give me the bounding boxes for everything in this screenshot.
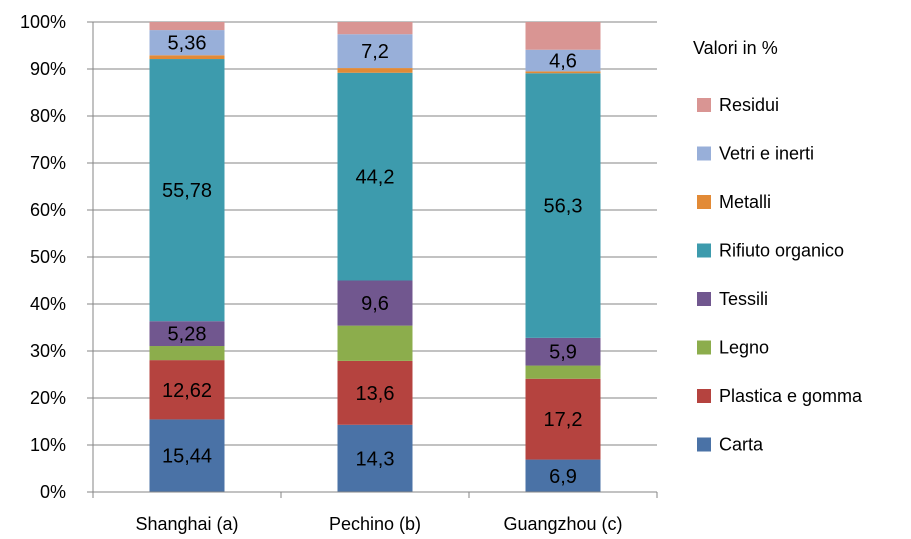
data-label: 44,2 (356, 167, 395, 189)
legend-label: Legno (719, 338, 769, 358)
bar-segment (337, 34, 413, 69)
bar-segment (525, 459, 601, 492)
legend-swatch (697, 389, 711, 403)
data-label: 15,44 (162, 446, 212, 468)
y-tick-label: 70% (30, 153, 66, 173)
bar-segment (337, 68, 413, 73)
data-label: 13,6 (356, 383, 395, 405)
legend-swatch (697, 146, 711, 161)
data-label: 5,36 (168, 33, 207, 55)
data-label: 17,2 (544, 409, 583, 431)
data-label: 7,2 (361, 41, 389, 63)
bar-segment (149, 419, 225, 492)
legend-label: Residui (719, 95, 779, 115)
y-tick-label: 30% (30, 341, 66, 361)
bar-segment (337, 360, 413, 425)
bar-segment (337, 280, 413, 326)
y-tick-label: 60% (30, 200, 66, 220)
y-tick-label: 20% (30, 388, 66, 408)
x-tick-label: Pechino (b) (329, 514, 421, 534)
legend-label: Plastica e gomma (719, 386, 863, 406)
y-tick-label: 0% (40, 482, 66, 502)
legend-swatch (697, 243, 711, 258)
y-tick-label: 40% (30, 294, 66, 314)
y-tick-label: 10% (30, 435, 66, 455)
bar-segment (149, 346, 225, 361)
legend: Valori in % Residui Vetri e inerti Metalli… (693, 38, 863, 455)
bar-segment (337, 325, 413, 361)
bar-segment (149, 59, 225, 322)
data-label: 5,9 (549, 342, 577, 364)
data-label: 5,28 (168, 324, 207, 346)
data-label: 9,6 (361, 293, 389, 315)
legend-swatch (697, 195, 711, 209)
data-label: 6,9 (549, 466, 577, 488)
data-label: 55,78 (162, 180, 212, 202)
bar-segment (149, 55, 225, 60)
y-tick-label: 100% (20, 12, 66, 32)
bar-segment (525, 22, 601, 50)
legend-swatch (697, 437, 711, 452)
legend-label: Rifiuto organico (719, 241, 844, 261)
legend-swatch (697, 98, 711, 112)
x-tick-label: Guangzhou (c) (503, 514, 622, 534)
bar-segment (525, 73, 601, 338)
bar-segment (337, 424, 413, 492)
y-axis: 0% 10% 20% 30% 40% 50% 60% 70% 80% 90% 100% (20, 12, 94, 502)
data-label: 4,6 (549, 51, 577, 73)
bar-segment (337, 72, 413, 281)
data-label: 56,3 (544, 196, 583, 218)
legend-label: Vetri e inerti (719, 144, 814, 164)
y-tick-label: 90% (30, 59, 66, 79)
bar-segment (525, 378, 601, 460)
bar-segment (149, 30, 225, 56)
bar-segment (337, 22, 413, 35)
y-tick-label: 50% (30, 247, 66, 267)
legend-label: Carta (719, 435, 764, 455)
x-tick-label: Shanghai (a) (135, 514, 238, 534)
bar-segment (149, 22, 225, 31)
legend-swatch (697, 340, 711, 355)
bar-segment (149, 360, 225, 420)
y-tick-label: 80% (30, 106, 66, 126)
legend-label: Tessili (719, 289, 768, 309)
bars: 15,44 12,62 5,28 55,78 5,36 14,3 13,6 9,6 44,2 7,… (149, 22, 601, 492)
bar-segment (525, 365, 601, 379)
bar-segment (525, 337, 601, 366)
bar-segment (149, 321, 225, 347)
legend-title: Valori in % (693, 38, 778, 58)
legend-swatch (697, 292, 711, 306)
data-label: 14,3 (356, 448, 395, 470)
legend-label: Metalli (719, 192, 771, 212)
x-axis: Shanghai (a) Pechino (b) Guangzhou (c) (92, 491, 658, 534)
bar-segment (525, 49, 601, 72)
bar-segment (525, 71, 601, 74)
data-label: 12,62 (162, 380, 212, 402)
